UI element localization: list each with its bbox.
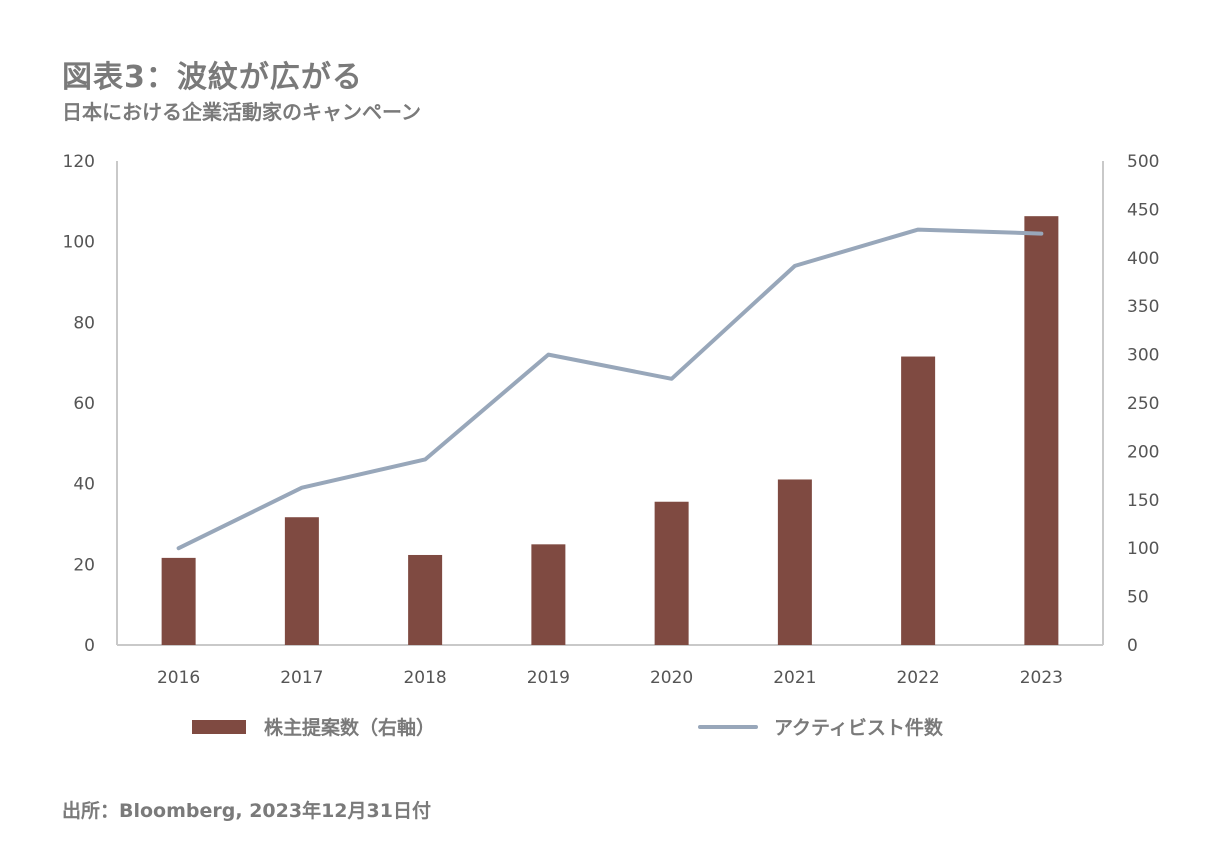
legend-line-label: アクティビスト件数 xyxy=(774,716,944,739)
right-tick-0: 0 xyxy=(1127,636,1138,656)
left-tick-120: 120 xyxy=(63,152,95,172)
chart-title: 図表3：波紋が広がる xyxy=(62,60,363,95)
right-tick-400: 400 xyxy=(1127,249,1159,269)
x-tick-2017: 2017 xyxy=(280,668,323,688)
bar-2019 xyxy=(531,544,566,645)
x-axis-ticks: 2016 2017 2018 2019 2020 2021 2022 2023 xyxy=(157,668,1063,688)
x-tick-2018: 2018 xyxy=(403,668,446,688)
legend-bar-swatch xyxy=(192,720,246,734)
right-tick-200: 200 xyxy=(1127,442,1159,462)
bar-2018 xyxy=(408,554,443,645)
x-tick-2019: 2019 xyxy=(527,668,570,688)
right-tick-500: 500 xyxy=(1127,152,1159,172)
left-tick-40: 40 xyxy=(73,475,95,495)
legend: 株主提案数（右軸） アクティビスト件数 xyxy=(192,716,944,739)
left-tick-20: 20 xyxy=(73,555,95,575)
right-tick-450: 450 xyxy=(1127,200,1159,220)
bar-series xyxy=(161,216,1059,645)
right-tick-150: 150 xyxy=(1127,491,1159,511)
bar-2016 xyxy=(161,557,196,645)
left-tick-100: 100 xyxy=(63,233,95,253)
x-tick-2021: 2021 xyxy=(773,668,816,688)
bar-2017 xyxy=(284,517,319,645)
x-tick-2020: 2020 xyxy=(650,668,693,688)
left-tick-60: 60 xyxy=(73,394,95,414)
right-tick-50: 50 xyxy=(1127,588,1149,608)
left-axis-ticks: 0 20 40 60 80 100 120 xyxy=(63,152,95,656)
bar-2022 xyxy=(901,356,936,645)
bar-2021 xyxy=(777,479,812,645)
left-tick-0: 0 xyxy=(84,636,95,656)
right-tick-300: 300 xyxy=(1127,346,1159,366)
activist-count-line xyxy=(176,227,1044,551)
bar-2023 xyxy=(1024,216,1059,645)
right-tick-100: 100 xyxy=(1127,539,1159,559)
source-note: 出所：Bloomberg, 2023年12月31日付 xyxy=(62,800,431,822)
right-tick-350: 350 xyxy=(1127,297,1159,317)
bar-2020 xyxy=(654,501,689,645)
right-axis-ticks: 0 50 100 150 200 250 300 350 400 450 500 xyxy=(1127,152,1159,656)
x-tick-2016: 2016 xyxy=(157,668,200,688)
x-tick-2022: 2022 xyxy=(896,668,939,688)
x-tick-2023: 2023 xyxy=(1020,668,1063,688)
chart-axes xyxy=(116,161,1104,646)
right-tick-250: 250 xyxy=(1127,394,1159,414)
legend-bar-label: 株主提案数（右軸） xyxy=(264,716,435,739)
left-tick-80: 80 xyxy=(73,313,95,333)
chart-subtitle: 日本における企業活動家のキャンペーン xyxy=(62,100,421,124)
line-series xyxy=(176,227,1044,551)
